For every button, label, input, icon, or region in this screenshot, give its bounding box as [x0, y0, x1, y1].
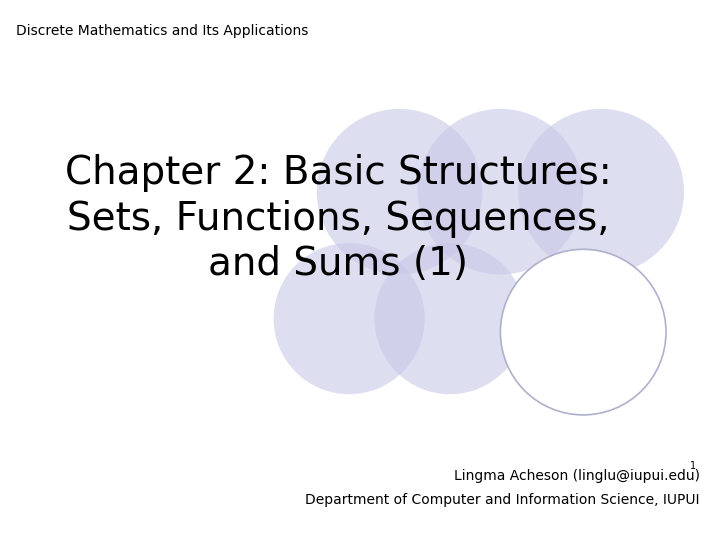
Text: 1: 1: [690, 461, 696, 471]
Text: Chapter 2: Basic Structures:
Sets, Functions, Sequences,
and Sums (1): Chapter 2: Basic Structures: Sets, Funct…: [65, 154, 612, 283]
Text: Discrete Mathematics and Its Applications: Discrete Mathematics and Its Application…: [16, 24, 308, 38]
Ellipse shape: [374, 243, 526, 394]
Ellipse shape: [500, 249, 666, 415]
Ellipse shape: [418, 109, 583, 274]
Ellipse shape: [317, 109, 482, 274]
Text: Department of Computer and Information Science, IUPUI: Department of Computer and Information S…: [305, 492, 700, 507]
Ellipse shape: [274, 243, 425, 394]
Ellipse shape: [518, 109, 684, 274]
Text: Lingma Acheson (linglu@iupui.edu): Lingma Acheson (linglu@iupui.edu): [454, 469, 700, 483]
